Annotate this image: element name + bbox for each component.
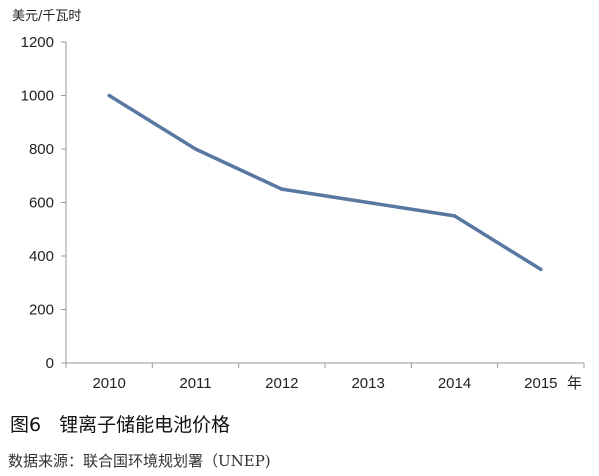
x-tick-label: 2011 — [179, 375, 211, 392]
x-tick-label: 2014 — [438, 375, 471, 392]
x-axis-unit-label: 年 — [567, 375, 582, 392]
data-point — [453, 214, 456, 218]
x-axis: 2010 2011 2012 2013 2014 2015 — [65, 362, 585, 392]
y-tick-label: 800 — [29, 141, 54, 158]
x-tick-label: 2013 — [351, 375, 384, 392]
series-line — [107, 93, 543, 272]
data-point — [194, 147, 197, 151]
y-tick-label: 1200 — [21, 34, 54, 51]
y-tick-label: 0 — [46, 355, 54, 372]
figure-title: 锂离子储能电池价格 — [59, 414, 231, 436]
x-tick-label: 2010 — [92, 375, 125, 392]
data-point — [107, 94, 111, 97]
data-point — [539, 267, 543, 271]
y-axis-unit-label: 美元/千瓦时 — [12, 9, 81, 24]
x-tick-label: 2012 — [265, 375, 298, 392]
data-point — [280, 187, 284, 191]
y-tick-label: 200 — [29, 302, 54, 319]
y-tick-label: 400 — [29, 248, 54, 265]
data-source-note: 数据来源：联合国环境规划署（UNEP) — [8, 452, 271, 470]
y-tick-label: 600 — [29, 195, 54, 212]
y-axis: 0 200 400 600 800 1000 1200 — [21, 34, 67, 372]
series-layer — [107, 93, 543, 272]
data-point — [366, 201, 370, 204]
y-tick-label: 1000 — [21, 88, 54, 105]
x-tick-label: 2015 — [524, 375, 557, 392]
figure-number: 图6 — [10, 414, 42, 436]
figure-caption: 图6 锂离子储能电池价格 — [10, 410, 230, 437]
